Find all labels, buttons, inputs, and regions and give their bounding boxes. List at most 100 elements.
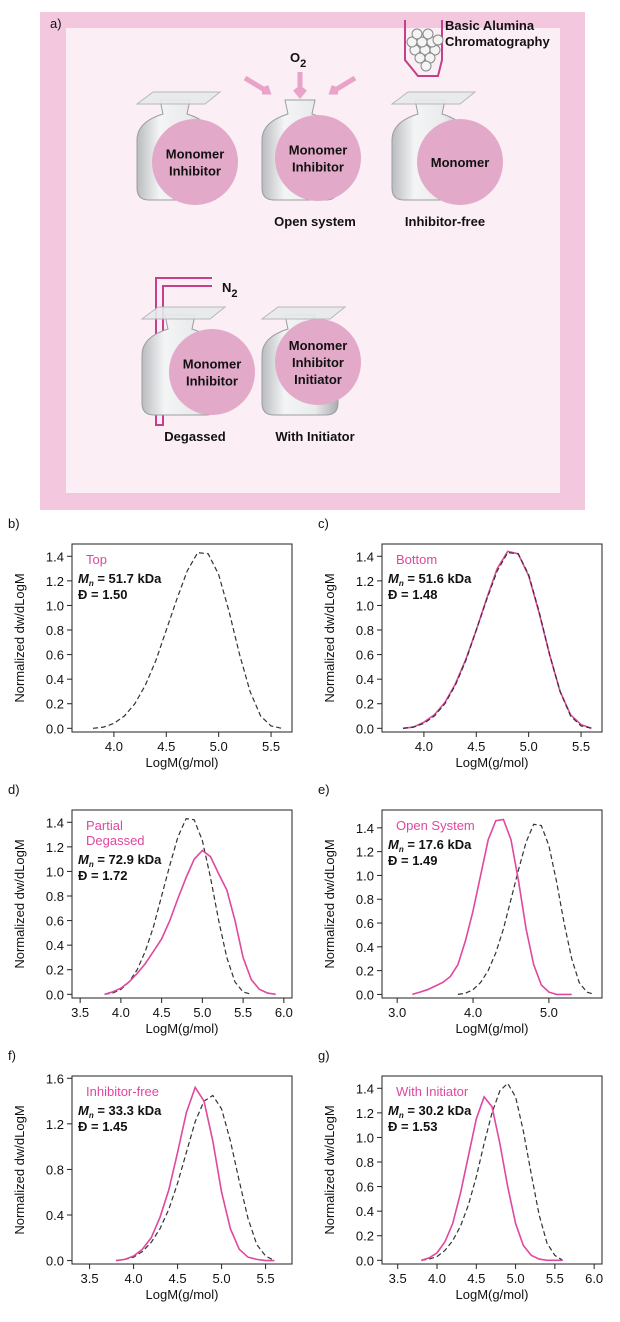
sample-label: Degassed [86,833,145,848]
sample-label: Partial [86,818,123,833]
y-tick-label: 1.2 [356,1106,374,1121]
y-tick-label: 0.8 [356,1155,374,1170]
gpc-trace [421,1082,564,1261]
dispersity-label: Đ = 1.45 [78,1119,128,1134]
x-tick-label: 5.0 [540,1005,558,1020]
mn-subscript: n [399,579,404,588]
mn-label: Mn = 33.3 kDa [78,1103,162,1120]
x-tick-label: 4.0 [112,1005,130,1020]
x-tick-label: 5.0 [213,1271,231,1286]
y-tick-label: 0.8 [46,623,64,638]
y-axis-label: Normalized dw/dLogM [322,839,337,968]
sample-label: Top [86,552,107,567]
y-tick-label: 1.2 [46,1117,64,1132]
x-tick-label: 4.5 [467,1271,485,1286]
symbol: O [290,50,300,65]
panel-label: c) [318,516,329,531]
x-tick-label: 5.0 [507,1271,525,1286]
y-axis-label: Normalized dw/dLogM [12,839,27,968]
content-label: Inhibitor [292,355,344,370]
y-tick-label: 0.2 [356,697,374,712]
panel-a-background [66,28,560,493]
y-tick-label: 0.6 [356,648,374,663]
x-tick-label: 5.5 [234,1005,252,1020]
x-axis-label: LogM(g/mol) [146,755,219,770]
mn-symbol: M [388,837,400,852]
x-tick-label: 6.0 [585,1271,603,1286]
y-tick-label: 1.6 [46,1071,64,1086]
x-axis-label: LogM(g/mol) [456,1287,529,1302]
panel-label: b) [8,516,20,531]
y-tick-label: 0.8 [356,892,374,907]
symbol: N [222,280,231,295]
mn-label: Mn = 72.9 kDa [78,852,162,869]
oxygen-arrow [293,72,307,99]
mn-value: = 33.3 kDa [94,1103,162,1118]
mn-subscript: n [89,1111,94,1120]
x-tick-label: 4.5 [467,739,485,754]
panel-label: e) [318,782,330,797]
bead [422,28,434,40]
vial-caption: With Initiator [275,429,354,444]
y-tick-label: 0.2 [46,697,64,712]
content-label: Monomer [183,357,242,372]
content-label: Inhibitor [186,374,238,389]
content-label: Monomer [166,147,225,162]
y-tick-label: 0.4 [356,940,374,955]
x-tick-label: 5.0 [520,739,538,754]
mn-value: = 51.7 kDa [94,571,162,586]
column-label: Chromatography [445,34,551,49]
y-tick-label: 1.4 [46,815,64,830]
panel-label: f) [8,1048,16,1063]
gpc-trace [115,1085,275,1262]
x-axis-label: LogM(g/mol) [146,1021,219,1036]
y-tick-label: 0.0 [356,987,374,1002]
mn-subscript: n [89,860,94,869]
x-tick-label: 5.5 [257,1271,275,1286]
diagram-art [155,20,444,426]
x-tick-label: 5.0 [193,1005,211,1020]
subscript: 2 [300,58,306,70]
content-label: Monomer [289,143,348,158]
column-label: Basic Alumina [445,18,535,33]
y-tick-label: 0.8 [356,623,374,638]
sample-label: With Initiator [396,1084,469,1099]
y-tick-label: 0.0 [356,1253,374,1268]
column [404,20,443,77]
content-circle [169,329,255,415]
plot-frame [381,543,603,733]
y-tick-label: 0.2 [356,964,374,979]
mn-subscript: n [89,579,94,588]
y-axis-label: Normalized dw/dLogM [322,573,337,702]
panel-label: d) [8,782,20,797]
y-tick-label: 0.8 [46,889,64,904]
dispersity-label: Đ = 1.49 [388,853,438,868]
mn-symbol: M [78,1103,90,1118]
plot-frame [381,1075,603,1265]
sample-label: Inhibitor-free [86,1084,159,1099]
y-tick-label: 0.4 [356,672,374,687]
mn-symbol: M [78,852,90,867]
bead [420,60,432,72]
y-tick-label: 0.8 [46,1162,64,1177]
gpc-trace [402,551,592,729]
content-label: Monomer [431,155,490,170]
y-tick-label: 1.4 [356,821,374,836]
y-tick-label: 1.0 [356,598,374,613]
y-tick-label: 1.2 [356,845,374,860]
y-axis-label: Normalized dw/dLogM [322,1105,337,1234]
y-tick-label: 0.4 [356,1204,374,1219]
y-tick-label: 0.6 [356,1180,374,1195]
cover-slip [135,91,222,105]
oxygen-arrow [328,75,357,95]
sample-label: Open System [396,818,475,833]
y-tick-label: 0.2 [356,1229,374,1244]
cover-slip [260,306,347,320]
content-label: Inhibitor [169,164,221,179]
y-tick-label: 1.0 [46,864,64,879]
content-circle [152,119,238,205]
vial-caption: Degassed [164,429,225,444]
content-label: Monomer [289,338,348,353]
nitrogen-label: N2 [222,280,238,300]
content-label: Initiator [294,372,342,387]
